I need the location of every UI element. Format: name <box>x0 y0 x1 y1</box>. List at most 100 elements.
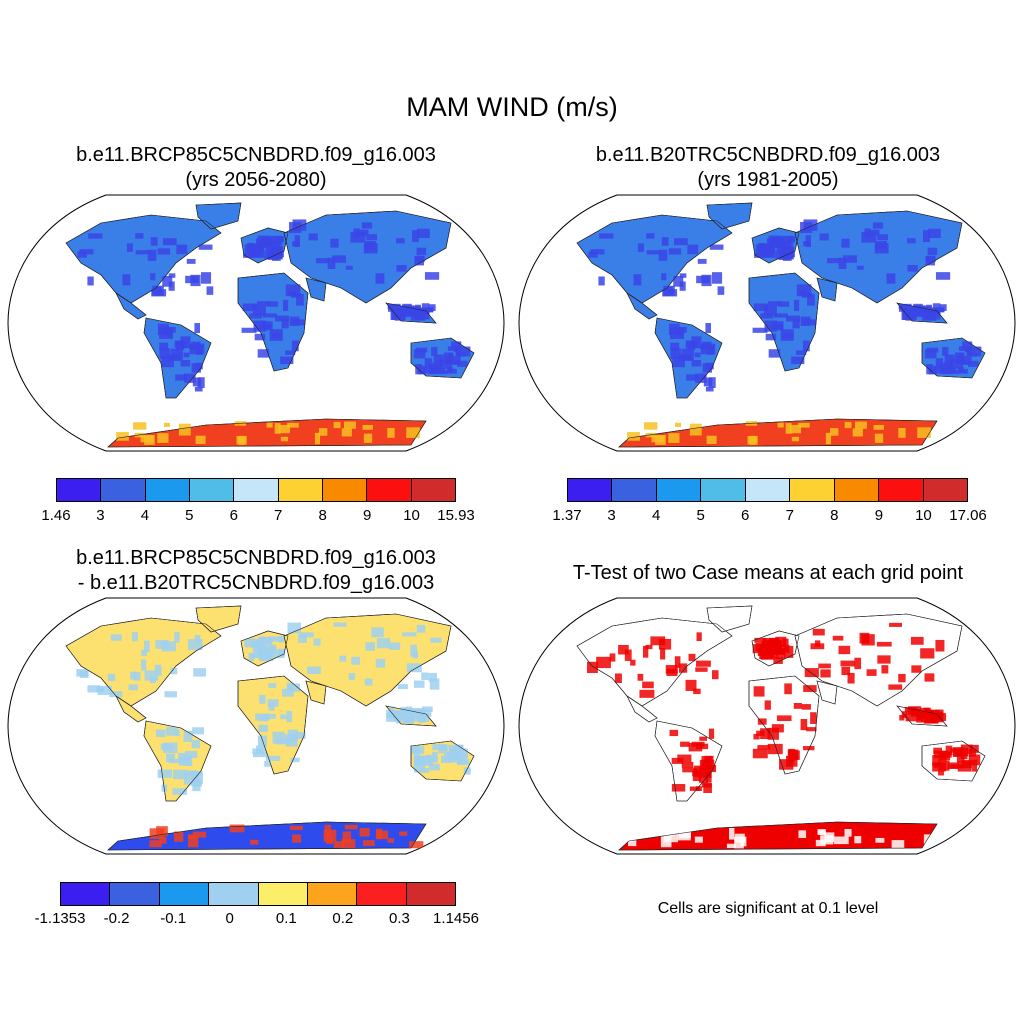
field-cell <box>934 367 947 374</box>
field-cell <box>318 428 328 436</box>
field-cell <box>438 359 453 369</box>
coastline-antarctica <box>618 418 938 448</box>
coastline-europe <box>751 227 800 264</box>
field-cell <box>201 272 212 284</box>
coastline-central-america <box>626 695 658 723</box>
field-cell <box>456 352 466 357</box>
field-cell <box>697 258 707 264</box>
colorbar-tick-label: -1.1353 <box>34 910 86 927</box>
field-cell <box>767 727 779 740</box>
field-cell <box>972 759 978 772</box>
field-cell <box>793 299 800 312</box>
field-cell <box>159 327 173 339</box>
field-cell <box>396 264 407 272</box>
field-cell <box>280 436 289 442</box>
field-cell <box>258 724 268 733</box>
field-cell <box>888 684 903 690</box>
field-cell <box>296 293 304 306</box>
field-cell <box>788 750 800 760</box>
field-cell <box>308 233 318 241</box>
field-cell <box>873 424 884 430</box>
field-cell <box>760 246 776 258</box>
field-cell <box>253 650 260 657</box>
field-cell <box>678 354 692 361</box>
field-cell <box>417 365 426 375</box>
colorbar-swatch <box>834 479 880 501</box>
field-cell <box>947 360 954 369</box>
field-cell <box>191 771 200 782</box>
field-cell <box>87 276 94 286</box>
coastline-antarctica <box>618 821 938 851</box>
field-cell <box>841 666 851 676</box>
colorbar-tick-label: -0.1 <box>160 910 187 927</box>
field-cell <box>194 635 201 643</box>
field-cell <box>451 341 462 349</box>
colorbar-swatch <box>357 883 407 905</box>
coastline-arabia <box>816 680 838 705</box>
field-cell <box>287 422 299 428</box>
field-cell <box>672 356 685 368</box>
field-cell <box>343 421 356 429</box>
field-cell <box>316 258 330 264</box>
map-bottom-left <box>7 597 505 855</box>
field-cell <box>766 238 778 246</box>
field-cell <box>399 311 414 318</box>
field-cell <box>249 313 262 319</box>
field-cell <box>587 661 598 674</box>
field-cell <box>829 428 839 436</box>
field-cell <box>290 757 300 763</box>
field-cell <box>966 346 982 357</box>
field-cell <box>798 422 810 428</box>
colorbar-swatch <box>612 479 657 501</box>
map-top-right <box>518 194 1016 452</box>
field-cell <box>333 421 341 429</box>
field-cell <box>645 432 656 438</box>
field-cell <box>913 303 923 314</box>
field-cell <box>598 276 605 286</box>
field-cell <box>757 745 771 750</box>
field-cell <box>916 716 924 723</box>
field-cell <box>779 759 794 770</box>
field-cell <box>775 250 783 259</box>
coastline-greenland <box>195 202 242 230</box>
field-cell <box>353 228 360 238</box>
field-cell <box>898 673 906 683</box>
coastline-antarctica <box>107 418 427 448</box>
field-cell <box>339 655 347 662</box>
field-cell <box>412 230 419 243</box>
field-cell <box>633 274 642 286</box>
field-cell <box>757 718 767 725</box>
field-cell <box>784 645 794 658</box>
field-cell <box>250 839 259 845</box>
field-cell <box>162 275 173 287</box>
field-cell <box>679 281 686 291</box>
field-cell <box>707 345 714 355</box>
field-cell <box>773 657 783 664</box>
colorbar-swatch <box>923 479 967 501</box>
field-cell <box>116 432 129 441</box>
field-cell <box>810 712 817 724</box>
field-cell <box>274 315 290 322</box>
field-cell <box>155 640 169 649</box>
colorbar-swatch <box>568 479 613 501</box>
field-cell <box>650 636 666 646</box>
colorbar-swatch <box>61 883 111 905</box>
field-cell <box>646 250 661 255</box>
field-cell <box>760 728 771 740</box>
field-cell <box>292 834 302 843</box>
field-cell <box>154 664 162 676</box>
field-cell <box>259 694 266 704</box>
field-cell <box>351 656 360 665</box>
field-cell <box>257 349 270 358</box>
field-cell <box>436 360 443 369</box>
panel-bl-title-line2: - b.e11.B20TRC5CNBDRD.f09_g16.003 <box>77 572 435 594</box>
field-cell <box>777 422 784 428</box>
field-cell <box>192 377 202 387</box>
field-cell <box>440 755 451 764</box>
field-cell <box>840 660 856 667</box>
coastline-asia <box>283 210 452 304</box>
field-cell <box>693 688 701 695</box>
field-cell <box>686 340 696 351</box>
field-cell <box>168 273 176 278</box>
field-cell <box>685 679 697 691</box>
